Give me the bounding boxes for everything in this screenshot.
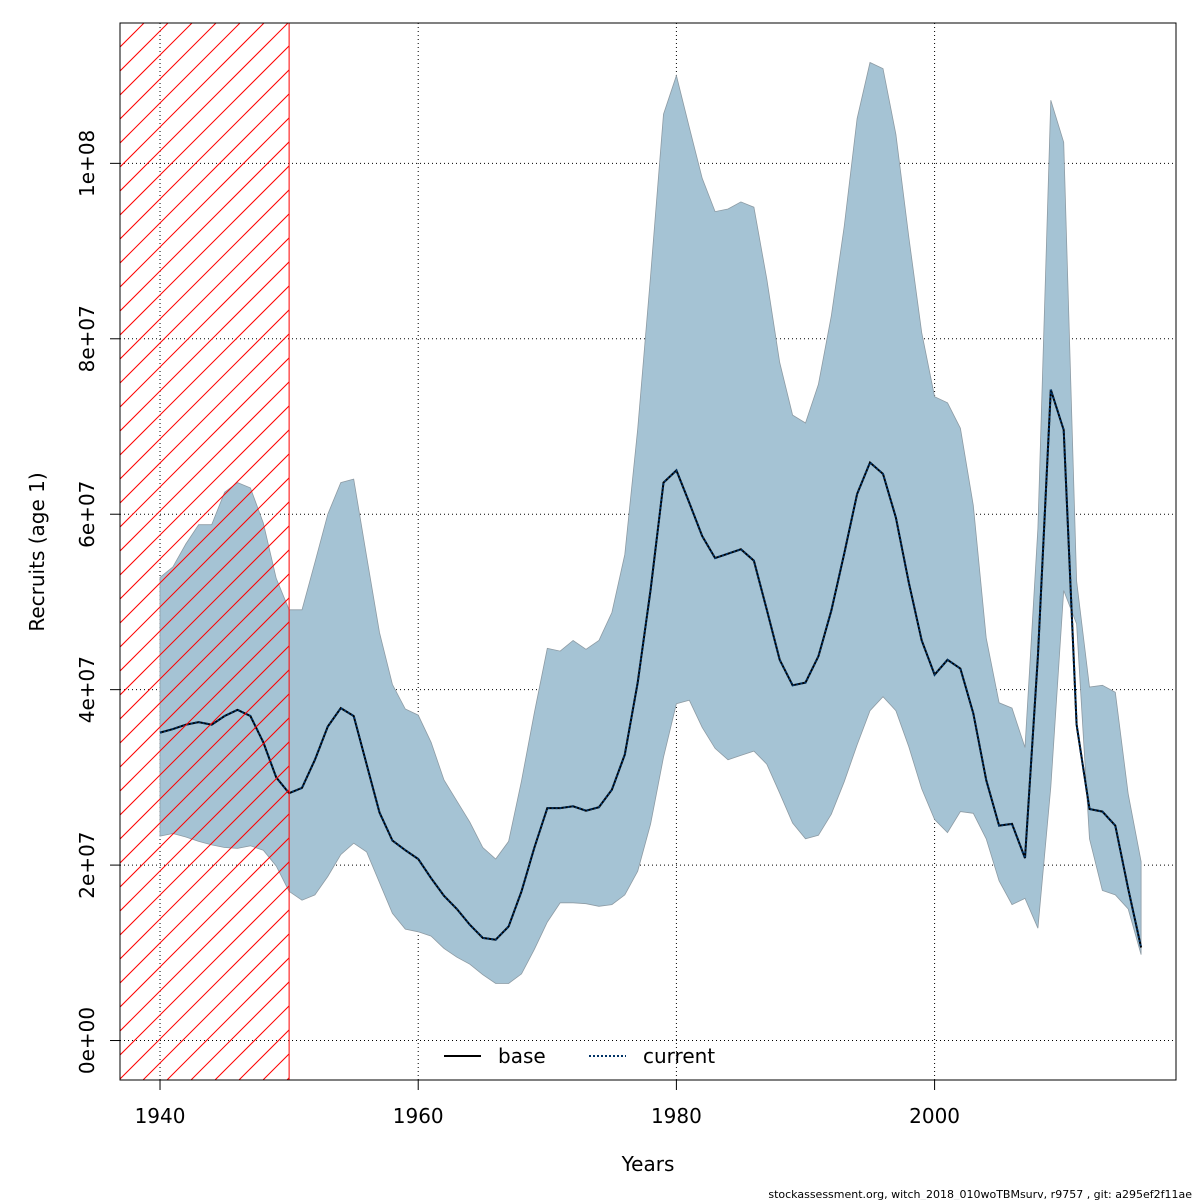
hatch-line [120,23,145,48]
y-tick-label: 4e+07 [75,656,99,723]
y-tick-label: 2e+07 [75,831,99,898]
legend: base current [444,1044,715,1068]
x-axis-title: Years [621,1152,675,1176]
x-tick-label: 1960 [393,1104,444,1128]
hatched-region [119,22,290,1081]
hatch-line [120,525,290,696]
legend-label-base: base [498,1044,546,1068]
confidence-band [159,61,1142,984]
y-tick-label: 0e+00 [75,1007,99,1074]
hatch-line [120,69,290,240]
x-tick-label: 1940 [135,1104,186,1128]
hatch-line [120,429,290,600]
hatch-lines [120,23,290,1080]
y-tick-label: 6e+07 [75,481,99,548]
hatch-line [120,23,121,24]
hatch-line [120,885,290,1056]
plot-frame [119,22,1177,1081]
y-axis: 0e+00 2e+07 4e+07 6e+07 8e+07 1e+08 [75,130,120,1074]
hatch-line [120,501,290,672]
hatch-line [120,93,290,264]
hatch-line [120,549,290,720]
hatch-line [120,765,290,936]
hatch-line [120,45,290,216]
y-tick-label: 1e+08 [75,130,99,197]
hatch-line [120,405,290,576]
hatch-line [120,789,290,960]
hatch-line [120,477,290,648]
x-axis: 1940 1960 1980 2000 [135,1080,960,1128]
hatch-line [120,861,290,1032]
legend-label-current: current [643,1044,715,1068]
hatch-line [120,741,290,912]
y-axis-title: Recruits (age 1) [25,472,49,631]
x-tick-label: 2000 [909,1104,960,1128]
hatch-line [120,117,290,288]
hatch-line [120,453,290,624]
hatch-line [120,189,290,360]
hatch-line [120,837,290,1008]
x-tick-label: 1980 [651,1104,702,1128]
hatch-line [120,165,290,336]
hatch-line [120,813,290,984]
footer-credit: stockassessment.org, witch_2018_010woTBM… [768,1188,1192,1200]
series-line-current [159,389,1143,948]
hatch-line [120,141,290,312]
y-tick-label: 8e+07 [75,305,99,372]
